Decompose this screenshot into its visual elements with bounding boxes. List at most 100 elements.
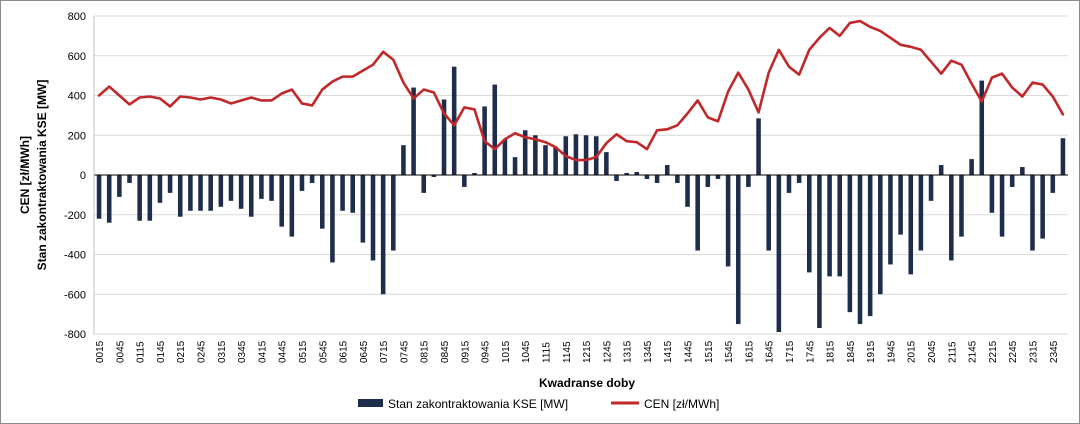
bar — [451, 66, 457, 175]
bar — [614, 175, 619, 181]
x-tick-label: 0815 — [420, 340, 431, 363]
bar — [766, 175, 771, 251]
bar — [96, 175, 102, 219]
bar — [360, 175, 366, 243]
line-series — [97, 19, 1065, 162]
bar — [330, 175, 335, 263]
bar — [837, 175, 843, 277]
bar — [472, 173, 477, 175]
bar — [898, 175, 903, 235]
bar-series — [96, 66, 1066, 333]
bar — [1030, 175, 1035, 251]
bar — [725, 175, 731, 267]
bar — [248, 175, 254, 217]
bar — [573, 134, 579, 175]
x-tick-label: 0145 — [156, 340, 167, 363]
x-tick-label: 2115 — [947, 341, 958, 363]
bar — [664, 165, 670, 175]
bar — [543, 145, 548, 175]
bar — [370, 175, 376, 261]
zero-axis — [93, 16, 1068, 334]
x-tick-label: 1815 — [826, 340, 837, 363]
bar — [147, 175, 153, 221]
y-tick-label: -800 — [64, 329, 86, 341]
x-tick-label: 1345 — [643, 340, 654, 363]
bar — [411, 87, 416, 175]
x-tick-label: 1515 — [704, 340, 715, 363]
legend-bar-swatch — [358, 399, 383, 407]
x-tick-label: 0645 — [359, 340, 370, 363]
x-tick-label: 0545 — [318, 340, 329, 363]
x-tick-label: 1545 — [724, 340, 735, 363]
bar — [380, 175, 386, 295]
bar — [857, 175, 863, 325]
bar — [989, 175, 995, 213]
x-tick-label: 2245 — [1008, 340, 1019, 363]
bar — [776, 175, 782, 333]
y-tick-label: 800 — [68, 11, 86, 23]
bar — [654, 175, 660, 183]
y-tick-label: 600 — [68, 51, 86, 63]
bar — [583, 135, 589, 175]
y-axis-title-line1: CEN [zł/MWh] — [18, 136, 32, 214]
x-tick-label: 1645 — [765, 340, 776, 363]
legend-bar-label: Stan zakontraktowania KSE [MW] — [388, 397, 568, 411]
bar — [928, 175, 934, 201]
x-tick-label: 0345 — [237, 340, 248, 363]
bar — [309, 175, 315, 183]
bar — [198, 175, 203, 211]
x-tick-label: 0415 — [257, 340, 268, 363]
bar — [127, 175, 132, 183]
y-tick-label: -200 — [64, 210, 86, 222]
legend: Stan zakontraktowania KSE [MW] CEN [zł/M… — [358, 397, 719, 411]
bar — [188, 175, 193, 211]
bar — [502, 139, 508, 175]
x-tick-label: 0745 — [399, 340, 410, 363]
bar — [441, 99, 447, 175]
bar — [878, 175, 883, 295]
bar — [106, 175, 112, 223]
bar — [604, 152, 609, 175]
bar — [431, 175, 437, 177]
bar — [979, 80, 985, 175]
bar — [847, 175, 853, 313]
bar — [756, 118, 761, 175]
y-tick-label: 200 — [68, 130, 86, 142]
x-tick-label: 1915 — [866, 340, 877, 363]
bar — [228, 175, 234, 201]
x-tick-label: 1145 — [562, 341, 573, 363]
bar — [1009, 175, 1015, 187]
bar — [888, 175, 893, 265]
bar — [695, 175, 700, 251]
bar — [157, 175, 163, 203]
bar — [735, 175, 741, 325]
x-tick-label: 2315 — [1028, 340, 1039, 363]
bar — [746, 175, 751, 187]
x-tick-label: 2045 — [927, 340, 938, 363]
bar — [938, 165, 944, 175]
bar — [918, 175, 924, 251]
bar — [269, 175, 274, 201]
bar — [421, 175, 427, 193]
bar — [137, 175, 142, 221]
x-tick-label: 1445 — [684, 340, 695, 363]
y-tick-label: -600 — [64, 289, 86, 301]
bar — [350, 175, 356, 213]
legend-line-label: CEN [zł/MWh] — [644, 397, 719, 411]
bar — [492, 84, 498, 175]
bar — [391, 175, 396, 251]
bar — [218, 175, 224, 207]
y-tick-label: 0 — [80, 170, 86, 182]
x-axis-title: Kwadranse doby — [539, 376, 635, 390]
bar — [1040, 175, 1045, 239]
x-tick-label: 1215 — [582, 340, 593, 363]
x-tick-label: 0445 — [278, 340, 289, 363]
bar — [644, 175, 650, 179]
x-tick-label: 0215 — [176, 340, 187, 363]
bar — [238, 175, 244, 209]
bar — [340, 175, 345, 211]
bar — [806, 175, 812, 273]
y-tick-labels: 800 600 400 200 0 -200 -400 -600 -800 — [64, 11, 86, 341]
x-tick-label: 1315 — [623, 340, 634, 363]
